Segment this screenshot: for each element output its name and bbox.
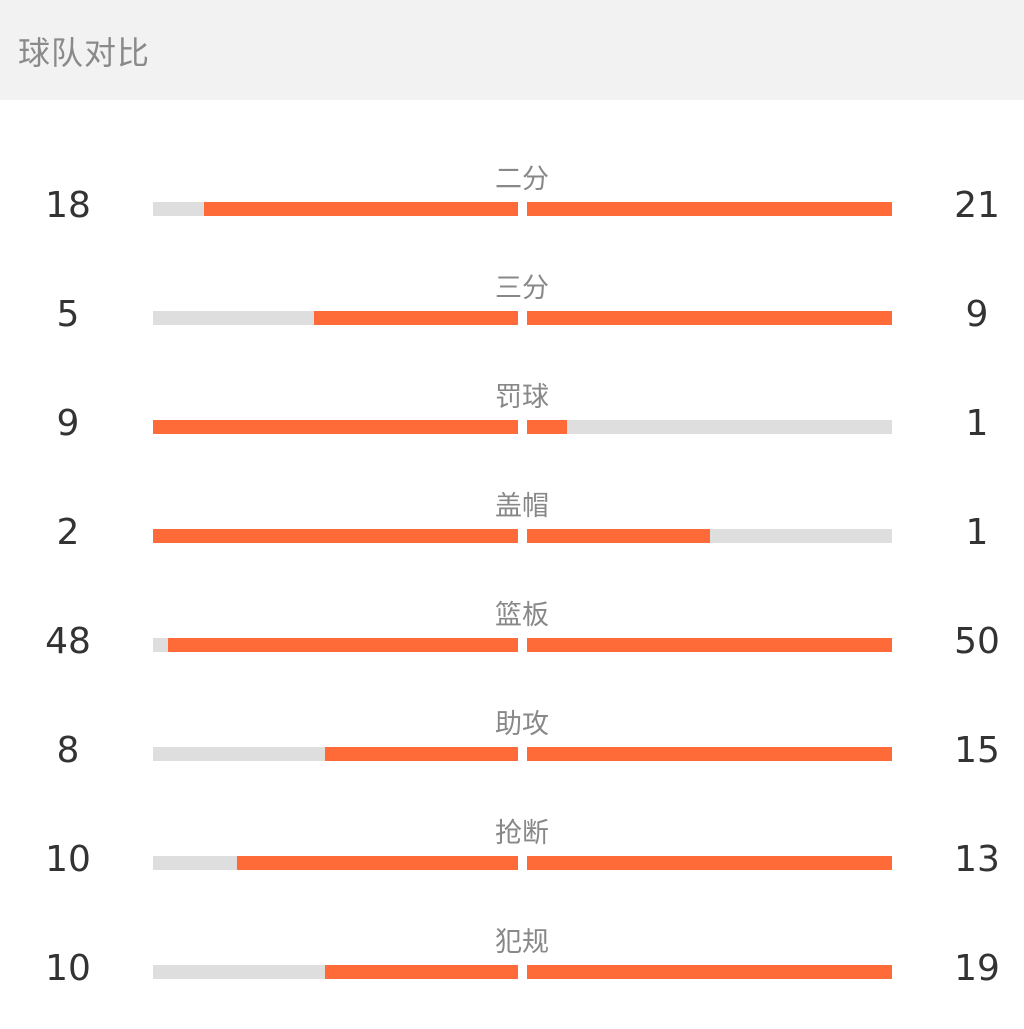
stat-right-fill <box>527 420 568 434</box>
team-comparison: 二分 18 21 三分 5 9 罚球 9 1 盖帽 2 1 篮板 48 50 助… <box>0 157 1024 989</box>
stat-label: 三分 <box>495 273 549 304</box>
stat-label: 犯规 <box>495 927 549 958</box>
stat-left-value: 10 <box>45 839 91 880</box>
stat-left-fill <box>167 638 518 652</box>
stat-right-bar <box>527 311 892 325</box>
stat-label: 助攻 <box>495 709 549 740</box>
stat-right-bar <box>527 420 892 434</box>
stat-right-fill <box>527 638 892 652</box>
stat-right-value: 50 <box>954 621 1000 662</box>
stat-left-bar <box>153 420 518 434</box>
stat-right-bar <box>527 638 892 652</box>
stat-right-fill <box>527 965 892 979</box>
stat-left-value: 8 <box>56 730 80 771</box>
stat-label: 抢断 <box>495 818 549 849</box>
stat-left-fill <box>236 856 518 870</box>
stat-left-value: 10 <box>45 948 91 989</box>
stat-left-bar <box>153 311 518 325</box>
header-bar: 球队对比 <box>0 0 1024 100</box>
stat-row-two-pointers: 二分 18 21 <box>0 157 1024 266</box>
stat-row-free-throws: 罚球 9 1 <box>0 375 1024 484</box>
stat-left-bar <box>153 202 518 216</box>
stat-left-fill <box>313 311 518 325</box>
stat-right-fill <box>527 747 892 761</box>
stat-label: 罚球 <box>495 382 549 413</box>
stat-right-fill <box>527 529 710 543</box>
stat-left-value: 9 <box>56 403 80 444</box>
stat-left-fill <box>204 202 518 216</box>
stat-right-value: 15 <box>954 730 1000 771</box>
stat-left-value: 48 <box>45 621 91 662</box>
stat-right-value: 13 <box>954 839 1000 880</box>
stat-right-bar <box>527 856 892 870</box>
stat-right-bar <box>527 529 892 543</box>
stat-left-bar <box>153 747 518 761</box>
stat-left-fill <box>153 420 518 434</box>
stat-row-steals: 抢断 10 13 <box>0 811 1024 920</box>
stat-row-rebounds: 篮板 48 50 <box>0 593 1024 702</box>
stat-right-bar <box>527 202 892 216</box>
stat-right-bar <box>527 965 892 979</box>
stat-row-blocks: 盖帽 2 1 <box>0 484 1024 593</box>
stat-left-fill <box>153 529 518 543</box>
stat-left-value: 18 <box>45 185 91 226</box>
stat-row-fouls: 犯规 10 19 <box>0 920 1024 1029</box>
stat-left-fill <box>324 747 518 761</box>
stat-row-three-pointers: 三分 5 9 <box>0 266 1024 375</box>
stat-label: 篮板 <box>495 600 549 631</box>
stat-left-value: 5 <box>56 294 80 335</box>
stat-left-bar <box>153 965 518 979</box>
stat-right-fill <box>527 311 892 325</box>
stat-left-bar <box>153 856 518 870</box>
stat-label: 盖帽 <box>495 491 549 522</box>
stat-left-fill <box>324 965 518 979</box>
stat-right-bar <box>527 747 892 761</box>
stat-right-value: 19 <box>954 948 1000 989</box>
stat-right-value: 1 <box>965 403 989 444</box>
stat-right-value: 9 <box>965 294 989 335</box>
stat-right-fill <box>527 202 892 216</box>
page-title: 球队对比 <box>18 34 151 72</box>
stat-left-bar <box>153 529 518 543</box>
stat-right-value: 1 <box>965 512 989 553</box>
stat-left-value: 2 <box>56 512 80 553</box>
stat-right-fill <box>527 856 892 870</box>
stat-right-value: 21 <box>954 185 1000 226</box>
stat-row-assists: 助攻 8 15 <box>0 702 1024 811</box>
stat-left-bar <box>153 638 518 652</box>
stat-label: 二分 <box>495 164 549 195</box>
